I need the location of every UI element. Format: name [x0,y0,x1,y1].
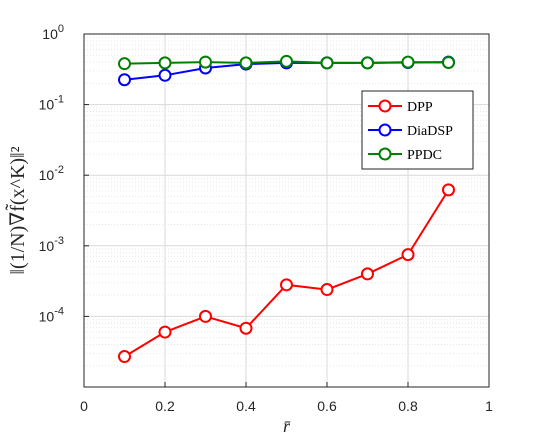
series-layer [118,54,455,364]
data-point-dpp [442,183,455,197]
y-axis-label: ‖(1/N)∇f̃(x^K)‖² [4,146,29,274]
data-point-dpp [361,267,374,281]
data-point-ppdc [280,54,293,68]
legend-swatch-marker [378,99,392,113]
x-tick-label: 0.2 [155,398,175,414]
x-axis-label: r̄ [283,416,291,436]
y-tick-label: 10-1 [39,94,64,113]
data-point-diadsp [158,68,172,82]
data-point-ppdc [239,56,253,70]
data-point-ppdc [401,55,415,69]
data-point-ppdc [158,56,172,70]
data-point-dpp [199,309,212,323]
data-point-ppdc [320,56,334,70]
legend: DPP DiaDSP PPDC [361,90,474,170]
x-tick-label: 1 [485,398,493,414]
axes: 0 0.2 0.4 0.6 0.8 1 100 10-1 10-2 10-3 10-4 r̄ ‖(1/N… [4,23,493,436]
data-point-dpp [280,278,293,292]
legend-swatch-marker [378,123,392,137]
data-point-ppdc [361,56,374,70]
legend-label: PPDC [407,148,442,163]
y-tick-label: 100 [42,23,64,42]
legend-label: DPP [407,100,433,115]
y-tick-label: 10-2 [39,164,64,183]
data-point-dpp [158,325,172,339]
legend-swatch-marker [378,147,392,161]
data-point-ppdc [442,55,455,69]
x-tick-label: 0 [80,398,88,414]
y-tick-label: 10-4 [39,305,64,324]
data-point-ppdc [118,57,131,71]
plot-frame [83,33,490,388]
data-point-diadsp [118,73,131,87]
x-tick-label: 0.8 [398,398,418,414]
data-point-dpp [239,321,253,335]
series-line-dpp [123,189,450,358]
data-point-dpp [320,283,334,297]
x-tick-label: 0.4 [236,398,256,414]
data-point-dpp [118,350,131,364]
y-tick-label: 10-3 [39,235,64,254]
data-point-ppdc [199,55,212,69]
x-tick-label: 0.6 [317,398,337,414]
data-point-dpp [401,248,415,262]
grid [83,33,490,388]
legend-label: DiaDSP [407,124,453,139]
